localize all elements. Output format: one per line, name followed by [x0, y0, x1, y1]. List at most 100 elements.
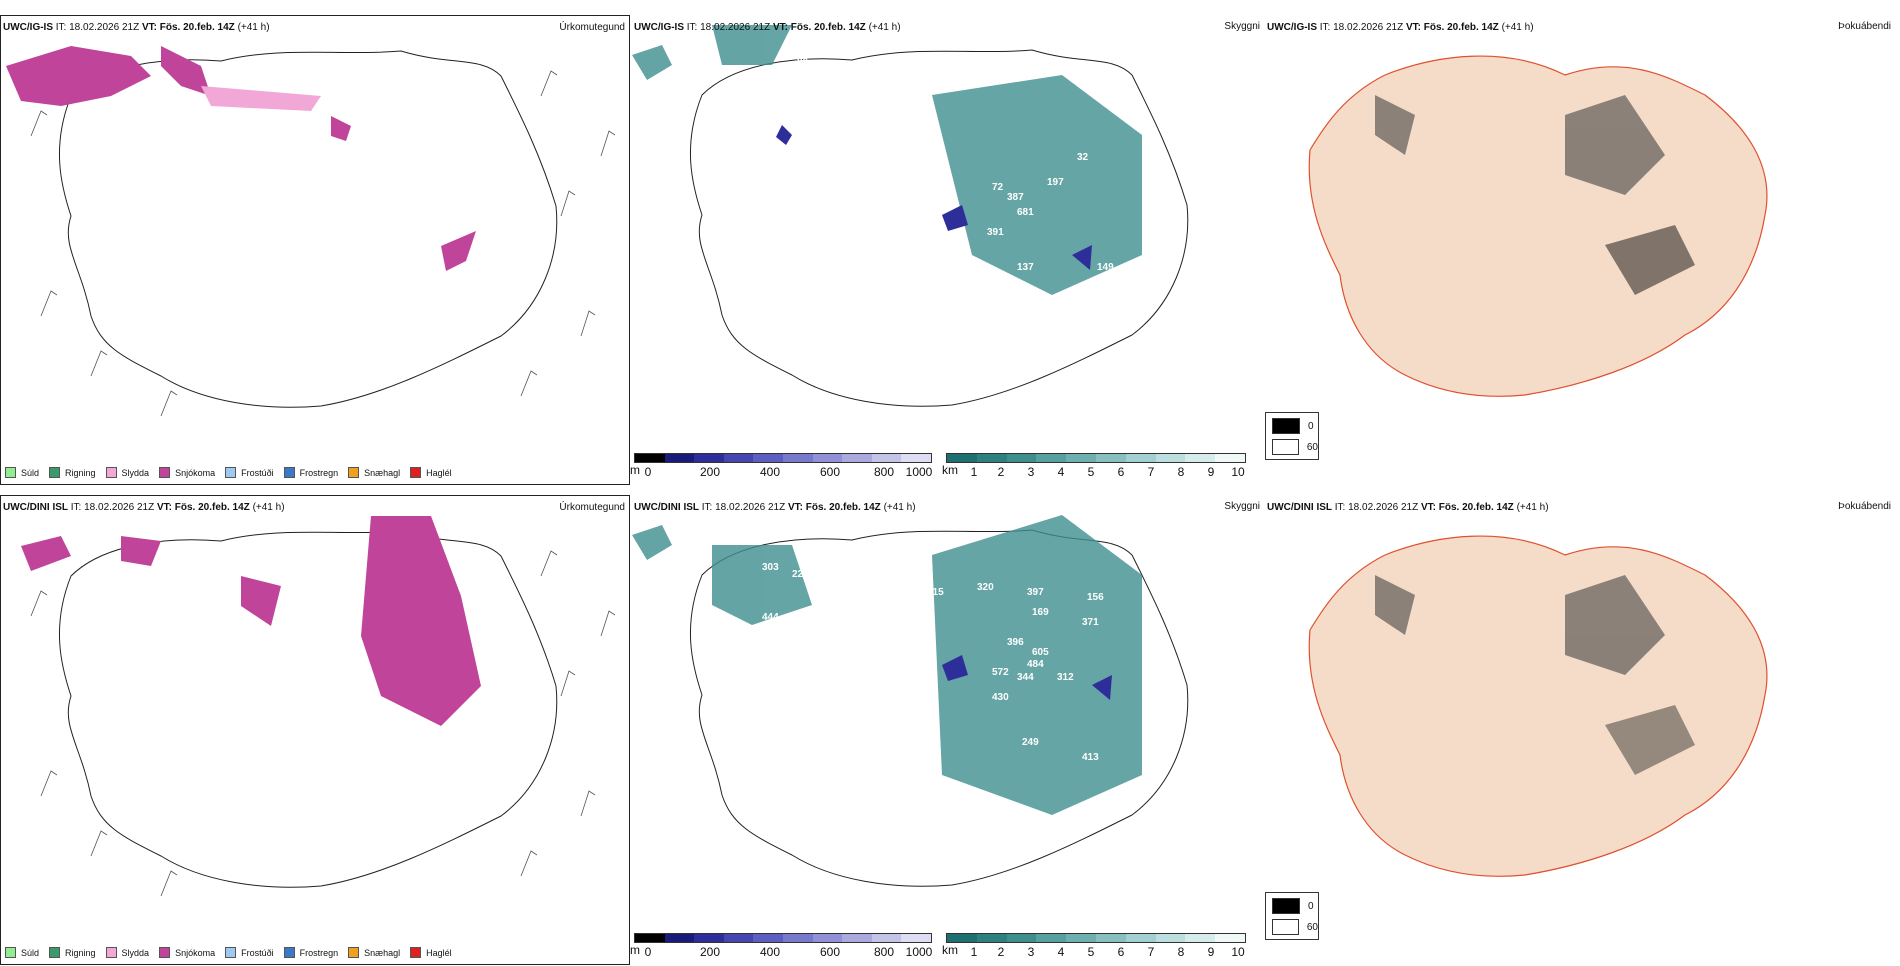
cbar-swatch	[694, 454, 724, 462]
cbar-swatch	[753, 454, 783, 462]
visibility-areas	[632, 515, 1142, 815]
model-name: UWC/DINI ISL	[3, 502, 68, 513]
cbar-swatch	[1215, 934, 1245, 942]
fog-legend-swatch	[1272, 898, 1300, 914]
fog-legend-swatch	[1272, 418, 1300, 434]
snowfall-areas	[21, 516, 481, 726]
row2-right-title: UWC/DINI ISL IT: 18.02.2026 21Z VT: Fös.…	[1267, 502, 1549, 513]
it-value: 18.02.2026 21Z	[1348, 502, 1419, 513]
it-label: IT:	[686, 22, 698, 33]
cloud-base-number: 396	[1007, 637, 1024, 648]
cbar-tick: 6	[1117, 465, 1125, 479]
legend-label: Slydda	[121, 947, 150, 958]
legend-label: Frostúði	[241, 947, 274, 958]
visibility-colorbar: km 1 2 3 4 5 6 7 8 9 10	[942, 453, 1246, 479]
iceland-outline	[58, 530, 558, 888]
cloud-base-number: 312	[1057, 672, 1074, 683]
lead-time: (+41 h)	[237, 22, 270, 33]
it-value: 18.02.2026 21Z	[715, 502, 786, 513]
lead-time: (+41 h)	[868, 22, 901, 33]
sleet-areas	[201, 86, 321, 111]
cloud-base-number: 303	[762, 562, 779, 573]
cbar-tick: 0	[644, 465, 652, 479]
cbar-swatch	[1006, 934, 1037, 942]
cloud-base-number: 397	[1027, 587, 1044, 598]
snowfall-areas	[6, 46, 476, 271]
it-value: 18.02.2026 21Z	[1333, 22, 1404, 33]
precip-type-panel-row2: UWC/DINI ISL IT: 18.02.2026 21Z VT: Fös.…	[0, 495, 630, 965]
cbar-unit: km	[942, 463, 958, 477]
cloud-map: 86 31 72 387 681 197 32 391 10 137 149	[632, 25, 1189, 407]
cloud-base-number: 484	[1027, 659, 1044, 670]
model-name: UWC/IG-IS	[634, 22, 684, 33]
vt-value: Fös. 20.feb. 14Z	[1423, 22, 1499, 33]
cloud-base-number: 444	[762, 612, 779, 623]
legend-label: Frostúði	[241, 467, 274, 478]
legend-label: Frostregn	[299, 947, 339, 958]
vt-label: VT:	[1420, 502, 1436, 513]
vt-label: VT:	[772, 22, 788, 33]
cbar-swatch	[1006, 454, 1037, 462]
cbar-tick: 600	[819, 465, 841, 479]
legend-swatch	[348, 947, 360, 958]
legend-swatch	[283, 947, 295, 958]
cbar-tick: 4	[1057, 945, 1065, 959]
row1-right-title: UWC/IG-IS IT: 18.02.2026 21Z VT: Fös. 20…	[1267, 22, 1534, 33]
cbar-swatch	[723, 934, 754, 942]
model-name: UWC/IG-IS	[3, 22, 53, 33]
cloud-base-number: 31	[714, 102, 726, 113]
cbar-swatch	[812, 934, 843, 942]
cbar-tick: 5	[1087, 945, 1095, 959]
row2-mid-title: UWC/DINI ISL IT: 18.02.2026 21Z VT: Fös.…	[634, 502, 916, 513]
cloud-base-areas	[776, 125, 1092, 270]
vt-value: Fös. 20.feb. 14Z	[1438, 502, 1514, 513]
cloud-base-number: 371	[1082, 617, 1099, 628]
fog-legend-swatch	[1272, 439, 1299, 455]
precip-type-panel-row1: UWC/IG-IS IT: 18.02.2026 21Z VT: Fös. 20…	[0, 15, 630, 485]
fog-legend: 0 60	[1265, 892, 1319, 940]
lead-time: (+41 h)	[1516, 502, 1549, 513]
legend-swatch	[105, 467, 117, 478]
cbar-tick: 7	[1147, 465, 1155, 479]
legend-label: Snæhagl	[364, 947, 401, 958]
cbar-tick: 800	[873, 465, 895, 479]
vt-value: Fös. 20.feb. 14Z	[790, 22, 866, 33]
vt-label: VT:	[141, 22, 157, 33]
cloud-base-number: 387	[1007, 192, 1024, 203]
fog-map	[1308, 535, 1768, 877]
cloud-base-number: 156	[1087, 592, 1104, 603]
legend-swatch	[5, 947, 16, 958]
cbar-swatch	[1125, 934, 1156, 942]
vt-label: VT:	[787, 502, 803, 513]
it-label: IT:	[1319, 22, 1331, 33]
cbar-tick: 3	[1027, 945, 1035, 959]
cbar-swatch	[753, 934, 783, 942]
cbar-swatch	[664, 454, 695, 462]
cloud-base-number: 405	[807, 647, 824, 658]
cloud-map: 303 228 444 405 315 320 397 156 169 371 …	[632, 515, 1189, 887]
cbar-swatch	[1185, 934, 1216, 942]
cbar-tick: 3	[1027, 465, 1035, 479]
legend-label: Haglél	[426, 467, 452, 478]
cbar-tick: 600	[819, 945, 841, 959]
row1-title: UWC/IG-IS IT: 18.02.2026 21Z VT: Fös. 20…	[3, 22, 270, 33]
cloud-base-number: 572	[992, 667, 1009, 678]
cbar-tick: 10	[1231, 465, 1245, 479]
cloud-base-number: 391	[987, 227, 1004, 238]
cloud-panel-row1: 86 31 72 387 681 197 32 391 10 137 149 S…	[630, 15, 1262, 485]
lead-time: (+41 h)	[252, 502, 285, 513]
legend-swatch	[49, 467, 61, 478]
cloud-base-colorbar: m 0 200 400 600 800 1000	[630, 933, 932, 959]
it-value: 18.02.2026 21Z	[700, 22, 771, 33]
vt-label: VT:	[1405, 22, 1421, 33]
cloud-base-number: 413	[1082, 752, 1099, 763]
cbar-swatch	[1155, 934, 1186, 942]
model-name: UWC/DINI ISL	[634, 502, 699, 513]
legend-label: Snjókoma	[175, 947, 216, 958]
cbar-tick: 2	[997, 945, 1005, 959]
legend-label: Rigning	[65, 947, 96, 958]
legend-label: Haglél	[426, 947, 452, 958]
lead-time: (+41 h)	[1501, 22, 1534, 33]
cbar-tick: 200	[699, 945, 721, 959]
cloud-base-number: 681	[1017, 207, 1034, 218]
